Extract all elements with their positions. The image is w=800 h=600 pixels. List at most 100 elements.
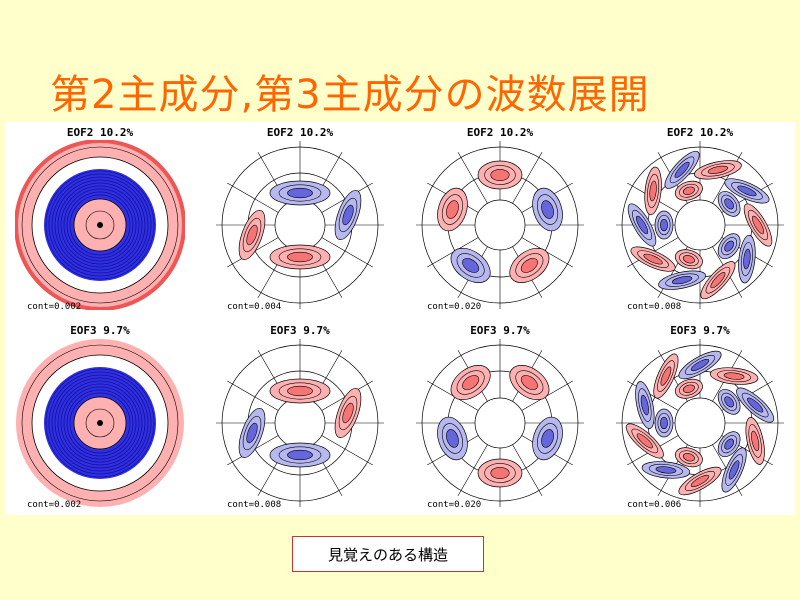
anomaly-lobe-contour	[278, 446, 322, 464]
negative-contour	[60, 383, 140, 463]
wave5-cell-contour	[441, 194, 463, 225]
spiral-arm-contour	[701, 163, 735, 177]
negative-contour	[63, 386, 137, 460]
spiral-arm-contour	[740, 242, 753, 277]
negative-contour	[69, 194, 131, 256]
pole-marker	[97, 420, 103, 426]
spiral-arm-contour	[725, 454, 743, 486]
eof-figure-panel: EOF2 10.2% cont=0.002 EOF2 10.2% cont=0.…	[5, 122, 795, 515]
negative-contour	[54, 377, 146, 469]
spiral-arm-core	[674, 161, 690, 178]
wave5-cell-core	[541, 200, 554, 219]
spiral-arm-core	[640, 394, 649, 416]
latitude-circle	[674, 199, 726, 251]
anomaly-lobe-core	[246, 224, 258, 246]
wave5-cell-core	[660, 416, 668, 430]
wave5-cell-contour	[721, 237, 738, 256]
wave5-cell-core	[446, 200, 459, 219]
wave5-cell-core	[724, 396, 734, 408]
spiral-arm-core	[751, 215, 765, 235]
eof-panel-6: EOF3 9.7% cont=0.008	[205, 320, 395, 516]
pole-marker	[97, 222, 103, 228]
contour-interval: cont=0.008	[627, 302, 682, 312]
wave5-cell-contour	[515, 253, 544, 278]
negative-contour	[45, 368, 155, 478]
panel-label: EOF2 10.2%	[466, 126, 534, 139]
slide-title: 第2主成分,第3主成分の波数展開	[50, 72, 650, 118]
negative-contour	[66, 191, 134, 259]
latitude-circle	[21, 344, 179, 502]
meridian-line	[512, 444, 543, 496]
wave5-cell-contour	[484, 463, 516, 483]
polar-plot	[416, 339, 584, 507]
plot-layer	[15, 140, 185, 310]
negative-contour	[51, 374, 149, 472]
wave5-cell-contour	[456, 370, 485, 395]
plot-layer	[616, 141, 784, 309]
meridian-line	[227, 380, 279, 411]
plot-layer	[416, 141, 584, 309]
eof-panel-7: EOF3 9.7% cont=0.020	[405, 320, 595, 516]
inner-contour	[85, 408, 115, 438]
contour-interval: cont=0.004	[227, 302, 282, 312]
eof-panel-4: EOF2 10.2% cont=0.008	[605, 122, 795, 318]
negative-contour	[57, 380, 143, 466]
wave5-cell-core	[682, 384, 695, 393]
spiral-arm-contour	[637, 250, 669, 268]
meridian-line	[712, 152, 743, 204]
anomaly-lobe-contour	[278, 248, 322, 266]
polar-plot	[16, 339, 184, 507]
plot-layer	[16, 339, 184, 507]
meridian-line	[321, 435, 373, 466]
anomaly-lobe-contour	[278, 184, 322, 202]
spiral-arm-core	[737, 185, 757, 197]
spiral-arm-core	[636, 433, 653, 449]
latitude-circle	[474, 199, 526, 251]
spiral-arm-contour	[684, 355, 716, 375]
spiral-arm-core	[743, 248, 751, 270]
negative-contour	[63, 188, 137, 262]
wave5-cell-core	[446, 429, 459, 448]
negative-contour	[66, 389, 134, 457]
contour-interval: cont=0.008	[227, 500, 282, 510]
inner-contour	[85, 210, 115, 240]
wave5-cell-contour	[657, 214, 671, 236]
polar-plot	[15, 140, 185, 310]
contour-interval: cont=0.002	[27, 500, 82, 510]
spiral-arm-core	[690, 474, 710, 488]
spiral-arm-core	[643, 253, 663, 265]
wave5-cell-core	[520, 258, 538, 273]
plot-layer	[216, 141, 384, 309]
anomaly-lobe-core	[287, 187, 313, 199]
wave5-cell-core	[462, 258, 480, 273]
spiral-arm-contour	[638, 388, 652, 422]
eof-panel-1: EOF2 10.2% cont=0.002	[5, 122, 195, 318]
meridian-line	[457, 152, 488, 204]
spiral-arm-core	[723, 372, 745, 380]
wave5-cell-core	[541, 429, 554, 448]
latitude-circle	[474, 397, 526, 449]
wave5-cell-core	[724, 438, 734, 450]
anomaly-lobe-core	[287, 385, 313, 397]
wave5-cell-contour	[657, 412, 671, 434]
meridian-line	[627, 380, 679, 411]
wave5-cell-contour	[537, 194, 559, 225]
anomaly-lobe-core	[287, 251, 313, 263]
polar-plot	[616, 141, 784, 309]
spiral-arm-core	[690, 358, 710, 372]
meridian-line	[512, 152, 543, 204]
wave5-cell-contour	[515, 370, 544, 395]
plot-layer	[416, 339, 584, 507]
spiral-arm-contour	[648, 463, 683, 476]
spiral-arm-contour	[748, 209, 768, 241]
spiral-arm-core	[635, 215, 649, 235]
wave5-cell-core	[490, 467, 510, 479]
spiral-arm-core	[710, 272, 726, 289]
wave5-cell-contour	[679, 450, 699, 465]
spiral-arm-core	[751, 430, 760, 452]
negative-contour	[48, 173, 152, 277]
anomaly-lobe-contour	[338, 395, 358, 431]
negative-contour	[48, 371, 152, 475]
wave5-cell-contour	[456, 253, 485, 278]
wave5-cell-contour	[721, 392, 738, 411]
